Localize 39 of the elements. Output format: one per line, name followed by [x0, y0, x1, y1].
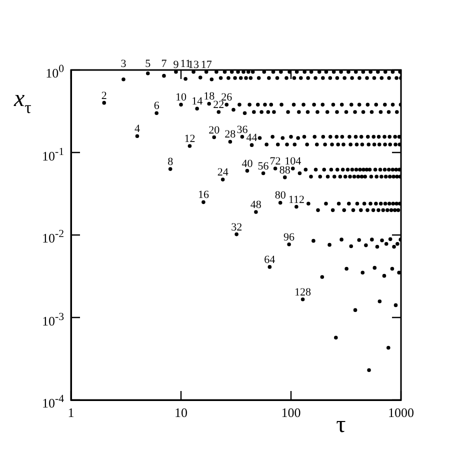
y-tick-label: 10$^{-4}$ [42, 392, 64, 412]
y-tick-label: 10$^{-2}$ [42, 227, 64, 246]
annotation: 128 [294, 286, 312, 298]
annotation: 6 [154, 100, 160, 112]
annotation: 56 [258, 160, 270, 172]
annotation: 36 [236, 124, 248, 136]
annotation: 17 [200, 58, 212, 71]
annotation: 24 [217, 166, 229, 179]
annotation: 112 [288, 194, 304, 206]
x-tick-label: 1 [68, 405, 74, 420]
annotation: 5 [145, 58, 152, 70]
y-tick-label: 10$^{-3}$ [42, 310, 64, 329]
annotation: 80 [274, 190, 286, 202]
annotation: 16 [198, 189, 210, 202]
annotation: 44 [246, 132, 258, 144]
annotation: 12 [184, 132, 196, 145]
annotation: 2 [101, 90, 107, 102]
annotation: 7 [161, 58, 168, 70]
y-tick-label: 10$^{0}$ [46, 62, 64, 82]
annotation: 72 [270, 155, 281, 168]
annotation: 20 [208, 124, 220, 136]
annotation: 14 [192, 96, 204, 108]
annotation: 9 [173, 58, 180, 71]
annotation: 10 [176, 92, 187, 104]
annotation: 40 [242, 158, 254, 170]
annotation: 18 [204, 90, 216, 103]
x-tick-label: 1000 [388, 405, 414, 420]
annotation: 48 [250, 199, 262, 212]
annotation: 96 [284, 231, 296, 244]
annotation: 32 [231, 221, 242, 234]
x-axis-title: τ [336, 412, 346, 438]
x-tick-label: 10 [174, 405, 188, 420]
annotation: 28 [224, 128, 236, 141]
x-tick-label: 100 [281, 405, 301, 420]
annotation: 4 [134, 123, 140, 136]
annotation: 8 [168, 156, 174, 168]
annotation: 3 [120, 58, 127, 70]
annotation: 64 [264, 254, 276, 266]
y-tick-label: 10$^{-1}$ [42, 144, 64, 164]
